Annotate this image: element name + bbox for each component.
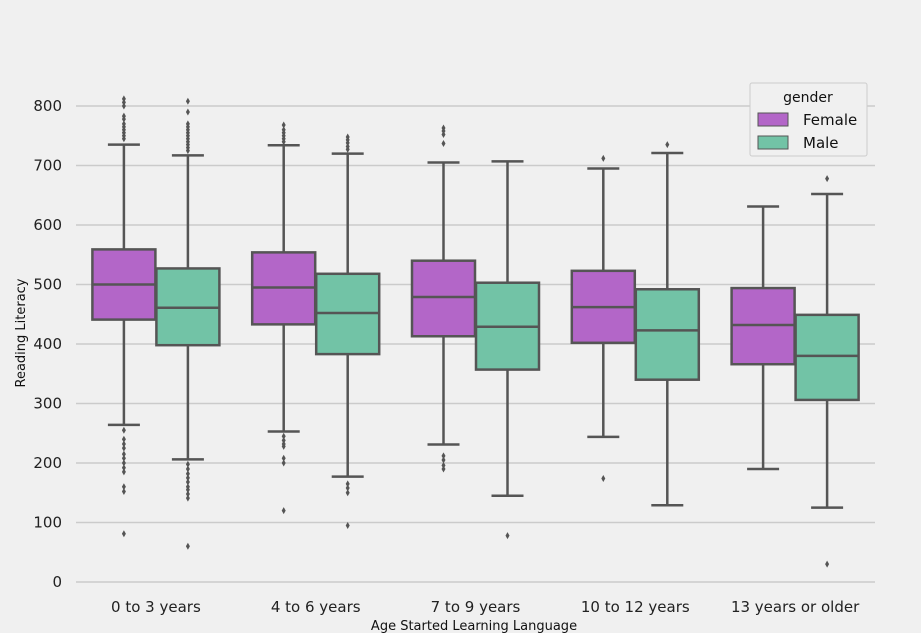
outlier-point [601,474,606,482]
outlier-point [121,450,126,458]
outlier-point [185,494,190,502]
outlier-point [121,426,126,434]
outlier-point [121,135,126,143]
box-series [91,95,860,568]
box-female [730,205,796,471]
outlier-point [505,532,510,540]
legend-swatch-male [757,135,789,150]
box-female [250,121,317,515]
box-male [634,141,701,507]
outlier-point [185,460,190,468]
outlier-point [185,147,190,155]
outlier-point [825,175,830,183]
outlier-point [281,454,286,462]
outlier-point [121,483,126,491]
outlier-point [121,444,126,452]
y-tick-label: 400 [33,335,62,353]
outlier-point [345,139,350,147]
outlier-point [185,470,190,478]
y-tick-label: 500 [33,276,62,294]
outlier-point [345,484,350,492]
outlier-point [121,440,126,448]
outlier-point [121,468,126,476]
outlier-point [441,127,446,135]
box-male [314,133,381,529]
y-tick-label: 200 [33,454,62,472]
outlier-point [601,154,606,162]
outlier-point [281,436,286,444]
box-male [474,160,541,540]
outlier-point [185,486,190,494]
box-male [794,175,860,568]
outlier-point [345,521,350,529]
outlier-point [185,97,190,105]
x-tick-label: 7 to 9 years [431,598,521,616]
y-axis-ticks: 0 100 200 300 400 500 600 700 800 [33,97,62,591]
x-axis-label: Age Started Learning Language [371,619,577,633]
outlier-point [345,489,350,497]
outlier-point [121,102,126,110]
box-female [410,124,477,473]
outlier-point [185,108,190,116]
y-tick-label: 600 [33,216,62,234]
x-tick-label: 13 years or older [731,598,860,616]
outlier-point [121,459,126,467]
legend-label-female: Female [803,111,857,129]
outlier-point [441,452,446,460]
outlier-point [281,442,286,450]
x-tick-label: 0 to 3 years [111,598,201,616]
box-female [91,95,157,538]
outlier-point [345,480,350,488]
outlier-point [121,98,126,106]
outlier-point [185,542,190,550]
outlier-point [185,474,190,482]
outlier-point [121,464,126,472]
box-female [570,154,637,482]
outlier-point [441,456,446,464]
box-iqr [634,288,701,381]
outlier-point [345,145,350,153]
y-tick-label: 0 [52,573,62,591]
legend-label-male: Male [803,134,839,152]
outlier-point [825,560,830,568]
legend: gender Female Male [749,82,868,157]
x-tick-label: 10 to 12 years [581,598,690,616]
box-iqr [410,259,477,338]
outlier-point [281,459,286,467]
outlier-point [121,488,126,496]
legend-swatch-female [757,112,789,127]
outlier-point [121,530,126,538]
y-tick-label: 300 [33,395,62,413]
outlier-point [281,432,286,440]
x-tick-label: 4 to 6 years [271,598,361,616]
outlier-point [121,95,126,103]
legend-title: gender [783,90,833,106]
y-tick-label: 700 [33,157,62,175]
outlier-point [121,454,126,462]
outlier-point [441,465,446,473]
outlier-point [185,490,190,498]
outlier-point [185,478,190,486]
box-iqr [794,313,860,402]
outlier-point [441,131,446,139]
y-tick-label: 100 [33,514,62,532]
outlier-point [281,138,286,146]
outlier-point [121,115,126,123]
outlier-point [281,507,286,515]
outlier-point [281,121,286,129]
y-axis-label: Reading Literacy [14,278,29,387]
y-tick-label: 800 [33,97,62,115]
x-axis-ticks: 0 to 3 years 4 to 6 years 7 to 9 years 10 t… [111,598,860,616]
outlier-point [665,141,670,149]
outlier-point [441,461,446,469]
box-male [155,97,221,550]
outlier-point [185,465,190,473]
outlier-point [441,139,446,147]
outlier-point [121,435,126,443]
